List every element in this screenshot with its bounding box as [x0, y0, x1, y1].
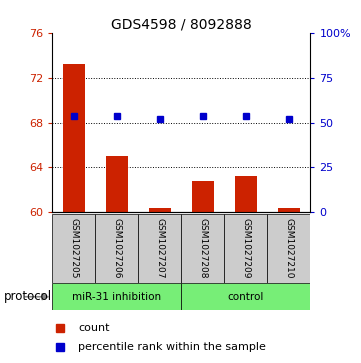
Text: GSM1027208: GSM1027208 [199, 219, 208, 279]
Text: GSM1027205: GSM1027205 [69, 219, 78, 279]
Bar [268, 214, 310, 283]
Text: control: control [228, 292, 264, 302]
Bar [278, 208, 300, 212]
Bar [192, 181, 214, 212]
Bar [52, 283, 182, 310]
Bar [235, 176, 257, 212]
Bar [63, 64, 84, 212]
Text: percentile rank within the sample: percentile rank within the sample [78, 342, 266, 352]
Text: protocol: protocol [4, 290, 52, 303]
Bar [181, 283, 310, 310]
Bar [138, 214, 181, 283]
Text: GSM1027210: GSM1027210 [284, 219, 293, 279]
Text: GSM1027209: GSM1027209 [242, 219, 251, 279]
Bar [181, 214, 225, 283]
Bar [149, 208, 171, 212]
Bar [106, 156, 128, 212]
Text: count: count [78, 323, 110, 333]
Text: GSM1027206: GSM1027206 [112, 219, 121, 279]
Bar [225, 214, 268, 283]
Bar [95, 214, 138, 283]
Title: GDS4598 / 8092888: GDS4598 / 8092888 [111, 17, 252, 32]
Text: GSM1027207: GSM1027207 [155, 219, 164, 279]
Bar [52, 214, 95, 283]
Text: miR-31 inhibition: miR-31 inhibition [72, 292, 161, 302]
